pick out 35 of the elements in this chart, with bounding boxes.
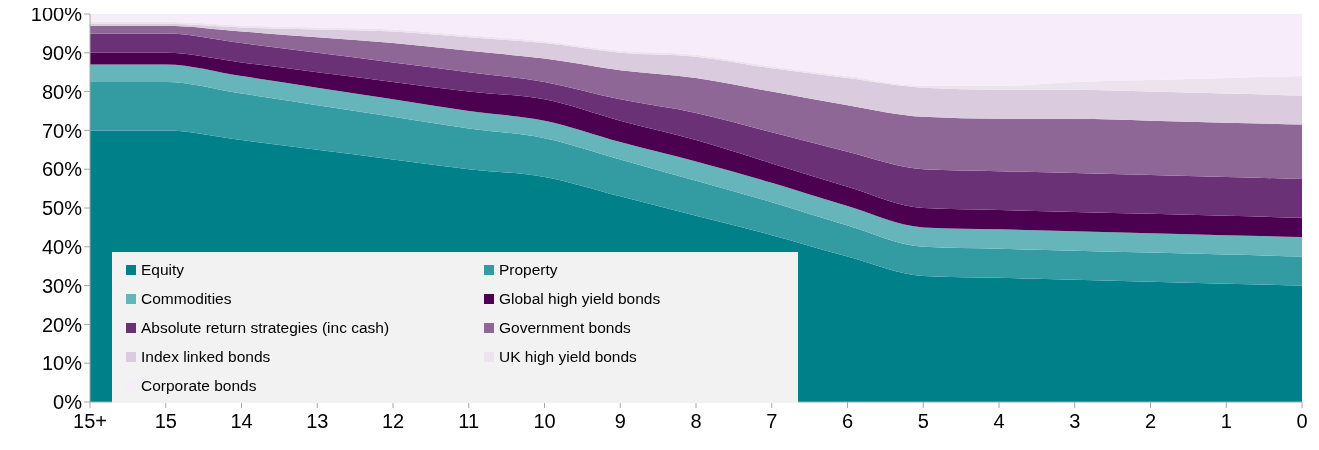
x-tick-label: 8 [690, 410, 702, 433]
x-tick-label: 10 [533, 410, 556, 433]
y-tick-label: 50% [41, 197, 83, 220]
y-tick-label: 70% [41, 119, 83, 142]
x-tick-label: 1 [1220, 410, 1232, 433]
y-tick-label: 80% [41, 80, 83, 103]
legend-label: Global high yield bonds [499, 289, 661, 308]
legend-label: Corporate bonds [141, 376, 257, 395]
y-tick-label: 90% [41, 41, 83, 64]
legend-label: UK high yield bonds [499, 347, 637, 366]
y-tick-label: 10% [41, 352, 83, 375]
legend-label: Index linked bonds [141, 347, 271, 366]
x-tick-label: 14 [230, 410, 253, 433]
x-tick-label: 9 [614, 410, 626, 433]
x-tick-label: 6 [841, 410, 854, 433]
legend-label: Property [499, 260, 558, 279]
legend-label: Equity [141, 260, 185, 279]
y-tick-label: 20% [41, 313, 83, 336]
x-tick-label: 12 [381, 410, 405, 433]
x-tick-label: 11 [458, 410, 480, 433]
x-tick-label: 5 [917, 410, 929, 433]
x-tick-label: 7 [766, 410, 778, 433]
x-tick-label: 2 [1144, 410, 1157, 433]
y-tick-label: 30% [41, 274, 83, 297]
legend-label: Government bonds [499, 318, 631, 337]
y-tick-label: 60% [41, 158, 83, 181]
x-tick-label: 3 [1069, 410, 1081, 433]
x-tick-label: 13 [306, 410, 329, 433]
y-tick-label: 40% [41, 235, 83, 258]
x-tick-label: 4 [993, 410, 1005, 433]
x-tick-label: 0 [1296, 410, 1308, 433]
y-tick-label: 100% [30, 3, 83, 26]
legend-label: Absolute return strategies (inc cash) [141, 318, 390, 337]
x-tick-label: 15 [154, 410, 177, 433]
legend-label: Commodities [141, 289, 232, 308]
